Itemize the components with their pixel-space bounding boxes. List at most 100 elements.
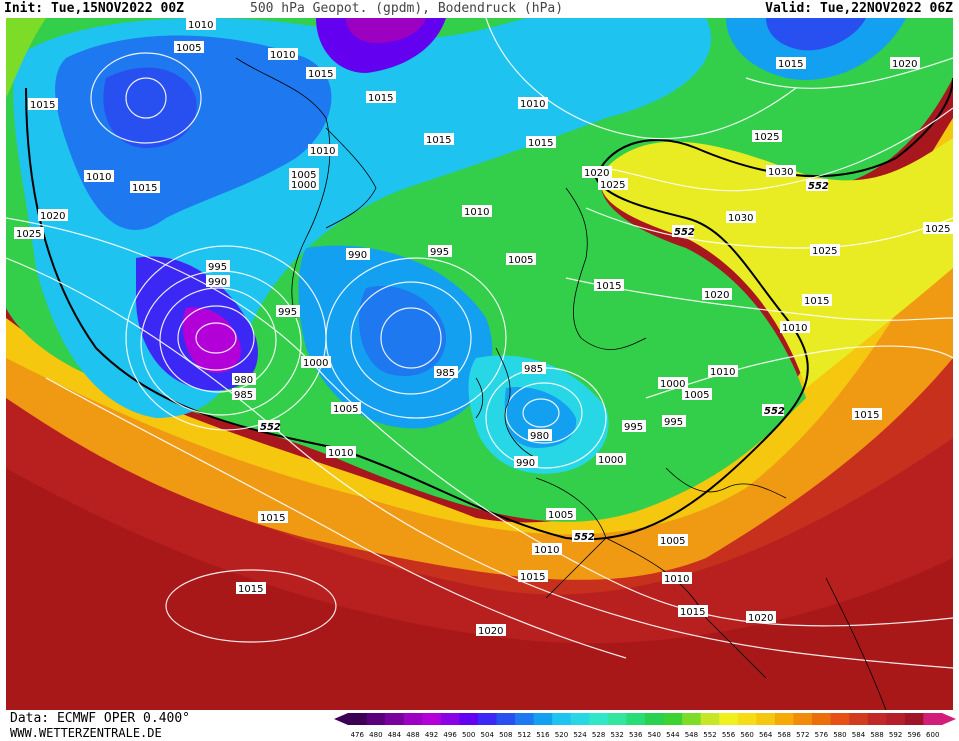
svg-text:1020: 1020	[478, 626, 503, 637]
geopotential-labels: 552 552 552 552 552	[258, 179, 829, 543]
isobar-label: 1020	[702, 288, 732, 301]
svg-text:1020: 1020	[704, 290, 729, 301]
coastlines	[235, 57, 887, 710]
isobar-label: 995	[662, 415, 686, 428]
colorbar-tick-label: 556	[722, 731, 736, 739]
isobar-label: 1010	[308, 144, 338, 157]
chart-header: Init: Tue,15NOV2022 00Z 500 hPa Geopot. …	[0, 0, 959, 18]
isobar-label: 995	[276, 305, 300, 318]
isobar-label: 1010	[326, 446, 356, 459]
svg-text:1030: 1030	[768, 167, 793, 178]
colorbar-swatch	[515, 713, 535, 725]
svg-text:1015: 1015	[368, 93, 393, 104]
colorbar-swatch	[552, 713, 572, 725]
colorbar-tick-label: 584	[852, 731, 866, 739]
isobar-label: 1020	[582, 166, 612, 179]
colorbar-tick-label: 508	[499, 731, 512, 739]
svg-text:1010: 1010	[270, 50, 295, 61]
svg-text:1015: 1015	[260, 513, 285, 524]
isobar-label: 1020	[38, 209, 68, 222]
svg-text:1015: 1015	[308, 69, 333, 80]
svg-text:1025: 1025	[754, 132, 779, 143]
isobar-label: 1015	[594, 279, 624, 292]
colorbar-swatch	[348, 713, 368, 725]
colorbar-tick-label: 476	[351, 731, 365, 739]
colorbar-swatch	[774, 713, 794, 725]
isobar-label: 990	[346, 248, 370, 261]
colorbar-swatch	[756, 713, 776, 725]
colorbar-tick-label: 504	[481, 731, 495, 739]
isobar-label: 1030	[726, 211, 756, 224]
svg-text:1010: 1010	[782, 323, 807, 334]
isobar-label: 1000	[289, 178, 319, 191]
isobar-label: 1015	[518, 570, 548, 583]
svg-text:980: 980	[530, 431, 549, 442]
svg-text:1015: 1015	[426, 135, 451, 146]
svg-text:985: 985	[234, 390, 253, 401]
colorbar-swatch	[570, 713, 590, 725]
colorbar-tick-label: 564	[759, 731, 773, 739]
isobar-label: 1010	[186, 18, 216, 31]
colorbar-swatch	[440, 713, 460, 725]
colorbar-tick-label: 536	[629, 731, 643, 739]
svg-text:1025: 1025	[812, 246, 837, 257]
website-link[interactable]: WWW.WETTERZENTRALE.DE	[10, 726, 162, 740]
isobar-label: 1010	[780, 321, 810, 334]
svg-text:1005: 1005	[684, 390, 709, 401]
isobar-label: 1005	[658, 534, 688, 547]
colorbar-swatch	[385, 713, 405, 725]
isobar-label: 1005	[506, 253, 536, 266]
colorbar: 476 480 484 488 492 496 500 504 508 512 516 520 524 5…	[334, 713, 956, 739]
svg-text:990: 990	[516, 458, 535, 469]
colorbar-swatch	[886, 713, 906, 725]
svg-text:1020: 1020	[892, 59, 917, 70]
colorbar-tick-label: 560	[740, 731, 753, 739]
svg-text:1015: 1015	[596, 281, 621, 292]
colorbar-swatch	[422, 713, 442, 725]
colorbar-tick-label: 568	[778, 731, 791, 739]
svg-text:995: 995	[664, 417, 683, 428]
colorbar-tick-label: 484	[388, 731, 402, 739]
svg-text:995: 995	[624, 422, 643, 433]
isobar-label: 980	[232, 373, 256, 386]
colorbar-tick-label: 588	[870, 731, 883, 739]
svg-text:1010: 1010	[328, 448, 353, 459]
colorbar-tick-label: 572	[796, 731, 809, 739]
colorbar-swatch	[719, 713, 739, 725]
isobar-label: 1015	[366, 91, 396, 104]
svg-text:990: 990	[208, 277, 227, 288]
isobar-label: 980	[528, 429, 552, 442]
svg-text:1015: 1015	[854, 410, 879, 421]
isobars	[6, 18, 953, 669]
svg-text:1010: 1010	[310, 146, 335, 157]
colorbar-swatch	[867, 713, 887, 725]
colorbar-swatch	[904, 713, 924, 725]
svg-text:1020: 1020	[584, 168, 609, 179]
colorbar-arrow-right	[942, 713, 956, 725]
pressure-labels: 1010 1005 1010 1015 1015 1015 1010 1015 …	[14, 18, 953, 637]
svg-text:1020: 1020	[40, 211, 65, 222]
geopotential-label: 552	[762, 404, 785, 417]
isobar-label: 990	[206, 275, 230, 288]
colorbar-tick-label: 512	[518, 731, 531, 739]
colorbar-swatch	[812, 713, 832, 725]
svg-text:1030: 1030	[728, 213, 753, 224]
isobar-label: 1015	[678, 605, 708, 618]
isobar-label: 1005	[174, 41, 204, 54]
isobar-label: 1000	[658, 377, 688, 390]
colorbar-tick-label: 600	[926, 731, 939, 739]
colorbar-swatch	[682, 713, 702, 725]
isobar-label: 1020	[476, 624, 506, 637]
svg-text:1020: 1020	[748, 613, 773, 624]
isobar-label: 1015	[776, 57, 806, 70]
chart-title: 500 hPa Geopot. (gpdm), Bodendruck (hPa)	[250, 1, 564, 16]
colorbar-swatch	[496, 713, 516, 725]
svg-text:552: 552	[808, 181, 829, 192]
isobar-label: 995	[428, 245, 452, 258]
svg-text:990: 990	[348, 250, 367, 261]
weather-map[interactable]: 1010 1005 1010 1015 1015 1015 1010 1015 …	[6, 18, 953, 710]
isobar-label: 1005	[682, 388, 712, 401]
colorbar-swatch	[533, 713, 553, 725]
isobar-label: 1020	[890, 57, 920, 70]
svg-text:1015: 1015	[804, 296, 829, 307]
